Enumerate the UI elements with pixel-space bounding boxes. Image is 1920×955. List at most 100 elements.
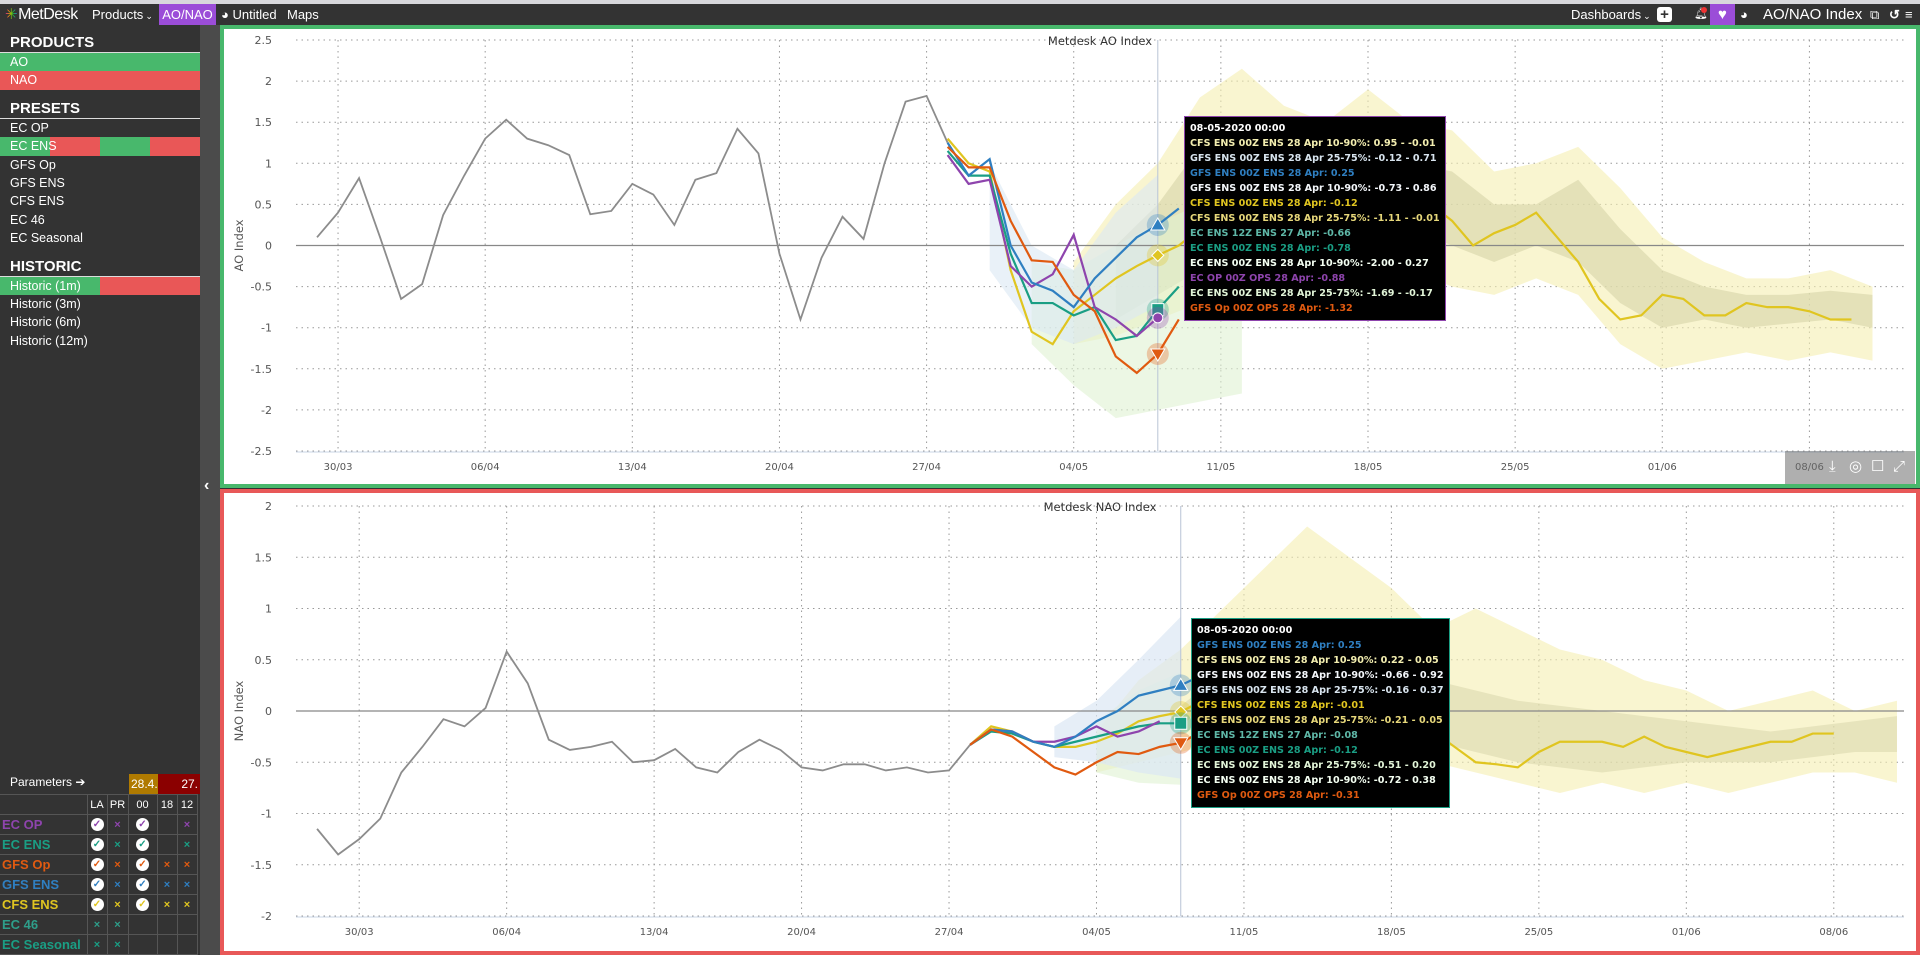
cross-cell[interactable]: × — [106, 834, 129, 855]
heart-favourite-icon[interactable]: ♥ — [1710, 4, 1735, 25]
model-name[interactable]: GFS Op — [0, 854, 88, 875]
check-cell[interactable]: ✓ — [86, 894, 108, 915]
cross-cell[interactable]: × — [176, 854, 198, 875]
model-name[interactable]: GFS ENS — [0, 874, 88, 895]
download-icon[interactable]: ⤓ — [1829, 458, 1836, 475]
cross-cell[interactable]: × — [106, 854, 129, 875]
dashboards-menu[interactable]: Dashboards ⌄ — [1571, 4, 1651, 25]
tab-ao-nao[interactable]: AO/NAO — [159, 4, 216, 25]
ensemble-band — [1054, 616, 1181, 779]
untitled-dashboard-link[interactable]: ◕ Untitled — [221, 4, 277, 25]
x-tick-label: 04/05 — [1059, 462, 1088, 473]
cross-cell[interactable]: × — [176, 874, 198, 895]
x-tick-label: 25/05 — [1524, 927, 1553, 938]
cross-cell[interactable]: × — [86, 914, 108, 935]
hover-marker-triangle-up — [1169, 674, 1192, 697]
products-menu[interactable]: Products ⌄ — [92, 4, 156, 25]
historic-6m[interactable]: Historic (6m) — [0, 313, 200, 331]
model-name[interactable]: EC ENS — [0, 834, 88, 855]
check-cell[interactable]: ✓ — [127, 814, 158, 835]
tooltip-line: EC ENS 00Z ENS 28 Apr 25-75%: -1.69 - -0… — [1190, 288, 1433, 299]
parameters-button[interactable]: Parameters ➔ — [10, 775, 85, 789]
metdesk-logo[interactable]: ✳MetDesk — [5, 4, 78, 25]
cross-cell[interactable]: × — [176, 894, 198, 915]
preset-ec-46[interactable]: EC 46 — [0, 211, 200, 229]
model-name[interactable]: EC OP — [0, 814, 88, 835]
model-name[interactable]: EC 46 — [0, 914, 88, 935]
series-line-historic[interactable] — [316, 94, 949, 323]
check-cell[interactable]: ✓ — [127, 874, 158, 895]
y-tick-label: 2 — [265, 500, 272, 513]
undo-icon[interactable]: ↺ — [1889, 7, 1900, 22]
item-label: EC ENS — [10, 139, 57, 154]
sidebar-collapse-bar[interactable]: ‹ — [200, 25, 220, 955]
y-tick-label: -1.5 — [251, 363, 272, 376]
ao-tooltip: 08-05-2020 00:00 CFS ENS 00Z ENS 28 Apr 1… — [1184, 116, 1446, 321]
cross-icon: × — [183, 878, 191, 891]
cross-cell[interactable]: × — [106, 874, 129, 895]
cross-cell[interactable]: × — [156, 854, 178, 875]
series-line-gfs-op[interactable] — [946, 146, 1180, 375]
series-line-gfs-ens[interactable] — [969, 674, 1203, 749]
sidebar-item-ao[interactable]: AO — [0, 53, 200, 72]
cross-cell[interactable]: × — [156, 894, 178, 915]
parameters-row: GFS Op ✓ × ✓ × × — [0, 854, 198, 875]
cross-cell[interactable]: × — [106, 894, 129, 915]
chevron-left-icon[interactable]: ‹ — [204, 477, 210, 494]
check-cell[interactable]: ✓ — [127, 834, 158, 855]
model-name[interactable]: CFS ENS — [0, 894, 88, 915]
series-line-ec-ens[interactable] — [969, 722, 1181, 749]
check-cell[interactable]: ✓ — [127, 894, 158, 915]
hover-marker-diamond — [1146, 244, 1169, 267]
check-cell[interactable]: ✓ — [86, 874, 108, 895]
hover-marker-triangle-up — [1146, 213, 1169, 236]
preset-gfs-op[interactable]: GFS Op — [0, 156, 200, 174]
check-cell[interactable]: ✓ — [86, 834, 108, 855]
cross-cell[interactable]: × — [176, 814, 198, 835]
historic-3m[interactable]: Historic (3m) — [0, 295, 200, 313]
preset-ec-seasonal[interactable]: EC Seasonal — [0, 229, 200, 247]
check-icon: ✓ — [90, 878, 104, 891]
square-select-icon[interactable]: ☐ — [1871, 458, 1885, 475]
check-cell[interactable]: ✓ — [127, 854, 158, 875]
cross-cell[interactable]: × — [156, 874, 178, 895]
bell-notification-icon[interactable]: 🔔︎ — [1694, 7, 1708, 20]
cross-cell[interactable]: × — [106, 934, 129, 955]
preset-gfs-ens[interactable]: GFS ENS — [0, 174, 200, 192]
cross-cell[interactable]: × — [106, 814, 129, 835]
historic-1m[interactable]: Historic (1m) — [0, 276, 200, 295]
notification-dot — [1701, 7, 1707, 13]
ao-chart[interactable]: 2.5 2 1.5 1 0.5 0 -0.5 -1 -1.5 -2 -2.5 30/03 06/04 13… — [224, 29, 1916, 484]
nao-chart[interactable]: 2 1.5 1 0.5 0 -0.5 -1 -1.5 -2 30/03 06/04 13/04 20/0… — [224, 493, 1916, 951]
chart-toolbar: ⤓ ◎ ☐ ⤢ — [1785, 451, 1915, 484]
series-line-historic[interactable] — [316, 649, 971, 856]
x-tick-label: 30/03 — [324, 462, 353, 473]
cross-cell[interactable]: × — [176, 834, 198, 855]
preset-cfs-ens[interactable]: CFS ENS — [0, 192, 200, 210]
x-tick-label: 06/04 — [471, 462, 500, 473]
sidebar-item-nao[interactable]: NAO — [0, 71, 200, 90]
reset-zoom-icon[interactable]: ◎ — [1849, 458, 1863, 475]
add-dashboard-plus-icon[interactable]: + — [1657, 7, 1672, 22]
menu-hamburger-icon[interactable]: ≡ — [1905, 7, 1913, 22]
cross-cell[interactable]: × — [106, 914, 129, 935]
series-line-gfs-op[interactable] — [969, 728, 1203, 776]
copy-icon[interactable]: ⧉ — [1870, 7, 1880, 22]
parameters-columns-row: LA PR 00 18 12 — [0, 794, 198, 815]
series-line-gfs-ens[interactable] — [946, 142, 1180, 309]
cross-cell[interactable]: × — [86, 934, 108, 955]
check-icon: ✓ — [90, 818, 104, 831]
expand-icon[interactable]: ⤢ — [1893, 458, 1906, 475]
tooltip-line: CFS ENS 00Z ENS 28 Apr 25-75%: -1.11 - -… — [1190, 213, 1440, 224]
y-tick-label: -1.5 — [251, 859, 272, 872]
preset-ec-ens[interactable]: EC ENS — [0, 137, 200, 156]
check-cell[interactable]: ✓ — [86, 854, 108, 875]
historic-12m[interactable]: Historic (12m) — [0, 332, 200, 350]
series-line-ec-op[interactable] — [946, 154, 1159, 338]
untitled-label: Untitled — [232, 7, 277, 22]
maps-link[interactable]: Maps — [287, 7, 319, 22]
check-cell[interactable]: ✓ — [86, 814, 108, 835]
model-name[interactable]: EC Seasonal — [0, 934, 88, 955]
preset-ec-op[interactable]: EC OP — [0, 119, 200, 137]
cross-icon: × — [114, 878, 121, 891]
